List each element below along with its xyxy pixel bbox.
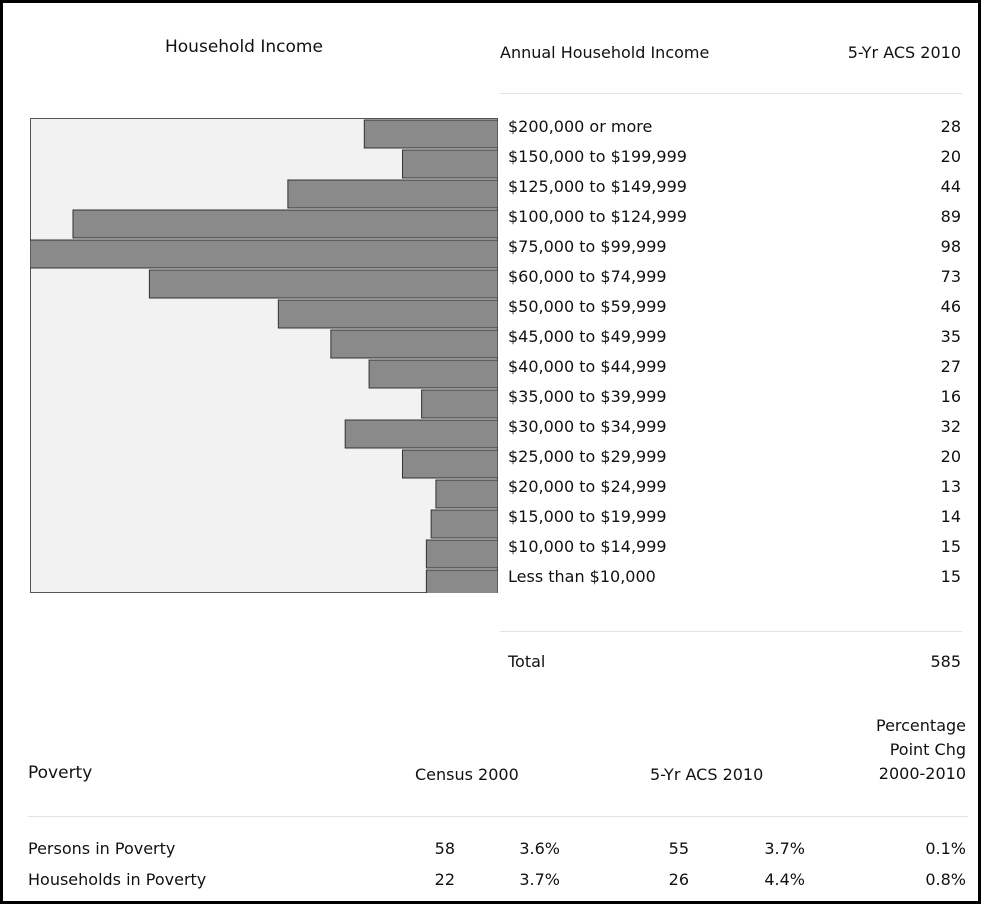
poverty-title: Poverty [28,763,93,783]
poverty-census-pct: 3.7% [519,870,560,889]
income-row-label: $100,000 to $124,999 [508,207,687,226]
income-row-label: $50,000 to $59,999 [508,297,667,316]
chart-title: Household Income [165,37,323,57]
income-row-value: 73 [940,267,961,286]
poverty-pct-change: 0.8% [925,870,966,889]
total-value: 585 [930,652,961,671]
income-row-value: 16 [940,387,961,406]
income-bar [401,149,498,179]
income-row-label: $35,000 to $39,999 [508,387,667,406]
income-row-value: 89 [940,207,961,226]
income-row-label: $10,000 to $14,999 [508,537,667,556]
income-row-label: $75,000 to $99,999 [508,237,667,256]
income-row-label: $20,000 to $24,999 [508,477,667,496]
income-bar [72,209,498,239]
income-row-value: 32 [940,417,961,436]
income-bar [368,359,498,389]
income-row-label: $60,000 to $74,999 [508,267,667,286]
income-row-value: 15 [940,537,961,556]
poverty-col-pct-line3: 2000-2010 [878,764,966,783]
income-row-label: $15,000 to $19,999 [508,507,667,526]
income-row-value: 20 [940,447,961,466]
income-bar [287,179,498,209]
income-row-value: 35 [940,327,961,346]
income-bar [363,119,498,149]
total-divider [500,631,962,632]
income-row-value: 20 [940,147,961,166]
income-bar [148,269,498,299]
poverty-col-census: Census 2000 [415,765,519,784]
income-row-value: 44 [940,177,961,196]
income-bar [425,569,498,593]
income-row-label: Less than $10,000 [508,567,656,586]
income-bar [401,449,498,479]
income-bar [277,299,498,329]
poverty-census-count: 22 [434,870,455,889]
poverty-census-count: 58 [434,839,455,858]
poverty-acs-pct: 4.4% [764,870,805,889]
income-bar [344,419,498,449]
household-income-bar-chart [30,118,498,593]
header-divider [500,93,962,94]
poverty-acs-count: 26 [668,870,689,889]
income-row-value: 27 [940,357,961,376]
income-row-value: 46 [940,297,961,316]
income-table-header-label: Annual Household Income [500,43,710,62]
income-table-header-year: 5-Yr ACS 2010 [847,43,961,62]
income-row-value: 14 [940,507,961,526]
income-row-label: $40,000 to $44,999 [508,357,667,376]
income-row-value: 15 [940,567,961,586]
income-row-value: 28 [940,117,961,136]
income-row-label: $200,000 or more [508,117,653,136]
poverty-row-label: Persons in Poverty [28,839,176,858]
income-bar [330,329,498,359]
income-row-label: $45,000 to $49,999 [508,327,667,346]
poverty-col-pct-line2: Point Chg [889,740,966,759]
poverty-row-label: Households in Poverty [28,870,207,889]
income-bar [421,389,498,419]
income-bar [30,239,498,269]
poverty-divider [28,816,968,817]
income-row-label: $150,000 to $199,999 [508,147,687,166]
income-bar [430,509,498,539]
poverty-acs-pct: 3.7% [764,839,805,858]
income-bar [435,479,498,509]
total-label: Total [508,652,546,671]
income-bar [425,539,498,569]
poverty-acs-count: 55 [668,839,689,858]
income-row-value: 98 [940,237,961,256]
poverty-col-acs: 5-Yr ACS 2010 [650,765,764,784]
poverty-census-pct: 3.6% [519,839,560,858]
poverty-pct-change: 0.1% [925,839,966,858]
income-row-label: $25,000 to $29,999 [508,447,667,466]
income-row-value: 13 [940,477,961,496]
poverty-col-pct-line1: Percentage [875,716,966,735]
income-row-label: $30,000 to $34,999 [508,417,667,436]
income-row-label: $125,000 to $149,999 [508,177,687,196]
